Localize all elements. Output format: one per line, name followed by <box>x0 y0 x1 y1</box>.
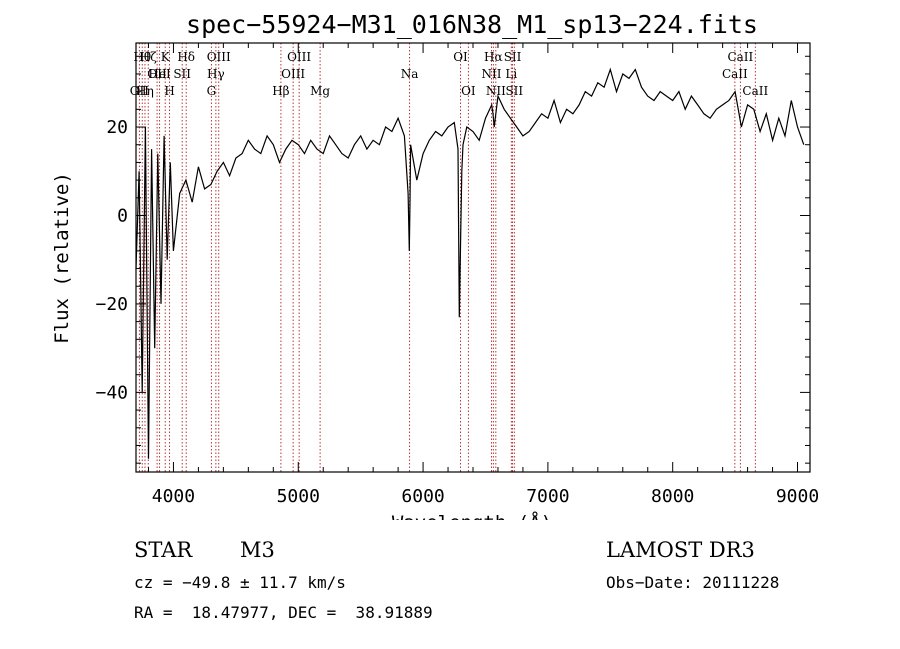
spectral-line-label: OIII <box>287 50 311 64</box>
x-tick-label: 8000 <box>651 486 694 507</box>
spectral-line-label: Hβ <box>272 84 289 98</box>
spectral-line-label: Mg <box>310 84 330 98</box>
plot-frame <box>135 42 811 473</box>
observation-date: Obs−Date: 20111228 <box>606 573 780 592</box>
spectral-line-label: K <box>161 50 171 64</box>
spectral-line-label: Na <box>401 67 419 81</box>
spectral-line-label: SII <box>505 84 523 98</box>
spectral-line-label: Hη <box>136 84 154 98</box>
spectral-line-label: OIII <box>207 50 231 64</box>
spectral-line-label: OI <box>461 84 476 98</box>
object-subclass: M3 <box>240 538 275 562</box>
spectral-line-label: H <box>164 84 174 98</box>
y-tick-label: −40 <box>95 382 128 403</box>
spectral-line-label: Hδ <box>177 50 195 64</box>
spectral-line-label: Hγ <box>207 67 225 81</box>
spectral-line-label: Hζ <box>140 50 157 64</box>
object-class: STAR <box>134 538 193 562</box>
spectrum-chart: spec−55924−M31_016N38_M1_sp13−224.fits O… <box>51 10 819 520</box>
x-axis-label: Wavelength (Å) <box>392 511 552 520</box>
y-tick-label: 0 <box>117 205 128 226</box>
spectral-line-label: G <box>207 84 217 98</box>
redshift-text: cz = −49.8 ± 11.7 km/s <box>134 573 346 592</box>
y-tick-label: −20 <box>95 294 128 315</box>
spectral-line-label: OII <box>130 84 150 98</box>
spectral-line-label: CaII <box>742 84 768 98</box>
flux-series-line <box>135 67 805 459</box>
spectral-line-label: CaII <box>727 50 753 64</box>
spectral-line-label: HeI <box>148 67 171 81</box>
spectral-line-label: CaII <box>722 67 748 81</box>
survey-name: LAMOST DR3 <box>606 538 755 562</box>
x-axis-ticks: 4000 5000 6000 7000 8000 9000 <box>147 43 819 507</box>
spectral-line-label: NII <box>486 84 506 98</box>
chart-title: spec−55924−M31_016N38_M1_sp13−224.fits <box>186 10 758 39</box>
x-tick-label: 5000 <box>277 486 320 507</box>
spectral-line-label: Hθ <box>133 50 151 64</box>
spectral-line-label: Li <box>505 67 517 81</box>
spectral-line-label: Hα <box>484 50 503 64</box>
x-tick-label: 9000 <box>776 486 819 507</box>
spectral-line-label: SII <box>504 50 522 64</box>
y-axis-ticks: −40 −20 0 20 <box>95 55 810 464</box>
y-axis-label: Flux (relative) <box>51 172 73 344</box>
coordinates-text: RA = 18.47977, DEC = 38.91889 <box>134 603 433 622</box>
spectral-line-label: OI <box>453 50 468 64</box>
spectral-line-label: OII <box>147 67 167 81</box>
x-tick-label: 4000 <box>152 486 195 507</box>
spectral-line-label: SII <box>173 67 191 81</box>
x-tick-label: 6000 <box>401 486 444 507</box>
x-tick-label: 7000 <box>526 486 569 507</box>
spectral-line-label: NII <box>481 67 501 81</box>
y-tick-label: 20 <box>106 117 128 138</box>
spectral-line-labels: OIIHθHηHζOIIHeIKHSIIHδGHγOIIIHβOIIIOIIIM… <box>130 50 769 98</box>
spectral-lines-layer <box>138 43 756 472</box>
spectral-line-label: OIII <box>281 67 305 81</box>
